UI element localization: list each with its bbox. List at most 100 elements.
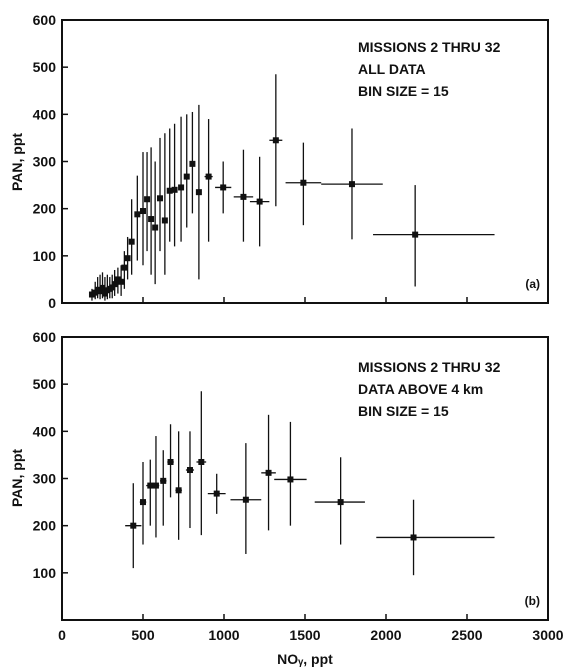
data-point	[321, 128, 383, 240]
panel-a-ticks: 0 100 200 300 400 500 600	[33, 12, 549, 311]
panel-a-annotation-line-2: ALL DATA	[358, 61, 426, 77]
square-marker	[134, 211, 141, 218]
data-point	[167, 424, 174, 498]
data-point	[207, 473, 226, 514]
x-tick-label: 1000	[208, 627, 239, 643]
square-marker	[140, 208, 146, 215]
square-marker	[186, 467, 193, 474]
data-point	[148, 147, 155, 275]
square-marker	[183, 173, 190, 180]
square-marker	[140, 499, 146, 506]
data-point	[183, 114, 190, 228]
square-marker	[166, 187, 173, 194]
square-marker	[178, 184, 185, 191]
square-marker	[88, 291, 95, 298]
data-point	[261, 414, 276, 531]
y-tick-label: 300	[33, 471, 57, 487]
x-tick-label: 1500	[289, 627, 320, 643]
square-marker	[118, 278, 125, 285]
data-point	[161, 133, 168, 275]
data-point	[233, 149, 254, 242]
square-marker	[148, 216, 155, 223]
square-marker	[220, 184, 227, 191]
square-marker	[265, 469, 272, 476]
square-marker	[213, 490, 220, 497]
data-point	[204, 119, 213, 242]
panel-b-y-axis-title: PAN, ppt	[9, 449, 25, 507]
square-marker	[101, 290, 108, 297]
panel-a: 0 100 200 300 400 500 600 MISSIONS 2 THRU 32 A…	[9, 12, 549, 311]
data-point	[274, 421, 307, 526]
data-point	[189, 111, 196, 214]
panel-b-marks	[125, 391, 495, 576]
data-point	[140, 152, 146, 266]
square-marker	[161, 217, 168, 224]
data-point	[376, 499, 495, 576]
square-marker	[198, 458, 205, 465]
panel-b-annotation-line-2: DATA ABOVE 4 km	[358, 381, 483, 397]
data-point	[175, 431, 182, 540]
square-marker	[171, 186, 178, 193]
square-marker	[144, 196, 151, 203]
y-tick-label: 600	[33, 329, 57, 345]
square-marker	[175, 487, 182, 494]
square-marker	[287, 476, 294, 483]
square-marker	[124, 255, 131, 262]
panel-a-marks	[88, 74, 495, 301]
data-point	[285, 142, 322, 226]
data-point	[152, 436, 160, 538]
data-point	[166, 128, 173, 242]
panel-b: 0 500 1000 1500 2000 2500 3000 100 200 300 400 500 6…	[9, 329, 564, 667]
data-point	[121, 251, 128, 289]
square-marker	[111, 281, 118, 288]
data-point	[314, 457, 365, 545]
square-marker	[114, 276, 121, 283]
square-marker	[152, 224, 159, 231]
x-tick-label: 2500	[451, 627, 482, 643]
square-marker	[242, 496, 249, 503]
square-marker	[121, 264, 128, 271]
y-tick-label: 500	[33, 376, 57, 392]
panel-a-y-axis-title: PAN, ppt	[9, 133, 25, 191]
square-marker	[157, 195, 164, 202]
data-point	[146, 459, 155, 526]
square-marker	[195, 189, 202, 196]
panel-b-frame	[61, 336, 549, 621]
square-marker	[167, 458, 174, 465]
y-tick-label: 400	[33, 106, 57, 122]
y-tick-label: 300	[33, 154, 57, 170]
square-marker	[99, 284, 106, 291]
data-point	[185, 431, 195, 529]
data-point	[125, 483, 142, 569]
y-tick-label: 400	[33, 423, 57, 439]
panel-a-annotation-line-1: MISSIONS 2 THRU 32	[358, 39, 501, 55]
square-marker	[97, 288, 104, 295]
panel-b-annotation-line-1: MISSIONS 2 THRU 32	[358, 359, 501, 375]
data-point	[373, 185, 495, 287]
y-tick-label: 500	[33, 59, 57, 75]
data-point	[157, 137, 164, 252]
panel-a-annotation-line-3: BIN SIZE = 15	[358, 83, 449, 99]
data-point	[160, 450, 167, 526]
data-point	[111, 269, 118, 296]
y-tick-label: 0	[48, 295, 56, 311]
x-tick-label: 500	[131, 627, 155, 643]
data-point	[124, 236, 131, 280]
panel-b-tag: (b)	[525, 594, 540, 608]
data-point	[195, 104, 202, 280]
y-tick-label: 200	[33, 201, 57, 217]
data-point	[118, 265, 125, 296]
x-tick-label: 2000	[370, 627, 401, 643]
data-point	[144, 152, 151, 252]
square-marker	[300, 179, 307, 186]
square-marker	[130, 522, 137, 529]
x-tick-label: 0	[58, 627, 66, 643]
data-point	[215, 161, 232, 214]
data-point	[139, 461, 147, 545]
square-marker	[147, 482, 154, 489]
y-tick-label: 600	[33, 12, 57, 28]
panel-b-annotation-line-3: BIN SIZE = 15	[358, 403, 449, 419]
square-marker	[160, 477, 167, 484]
data-point	[269, 74, 283, 207]
